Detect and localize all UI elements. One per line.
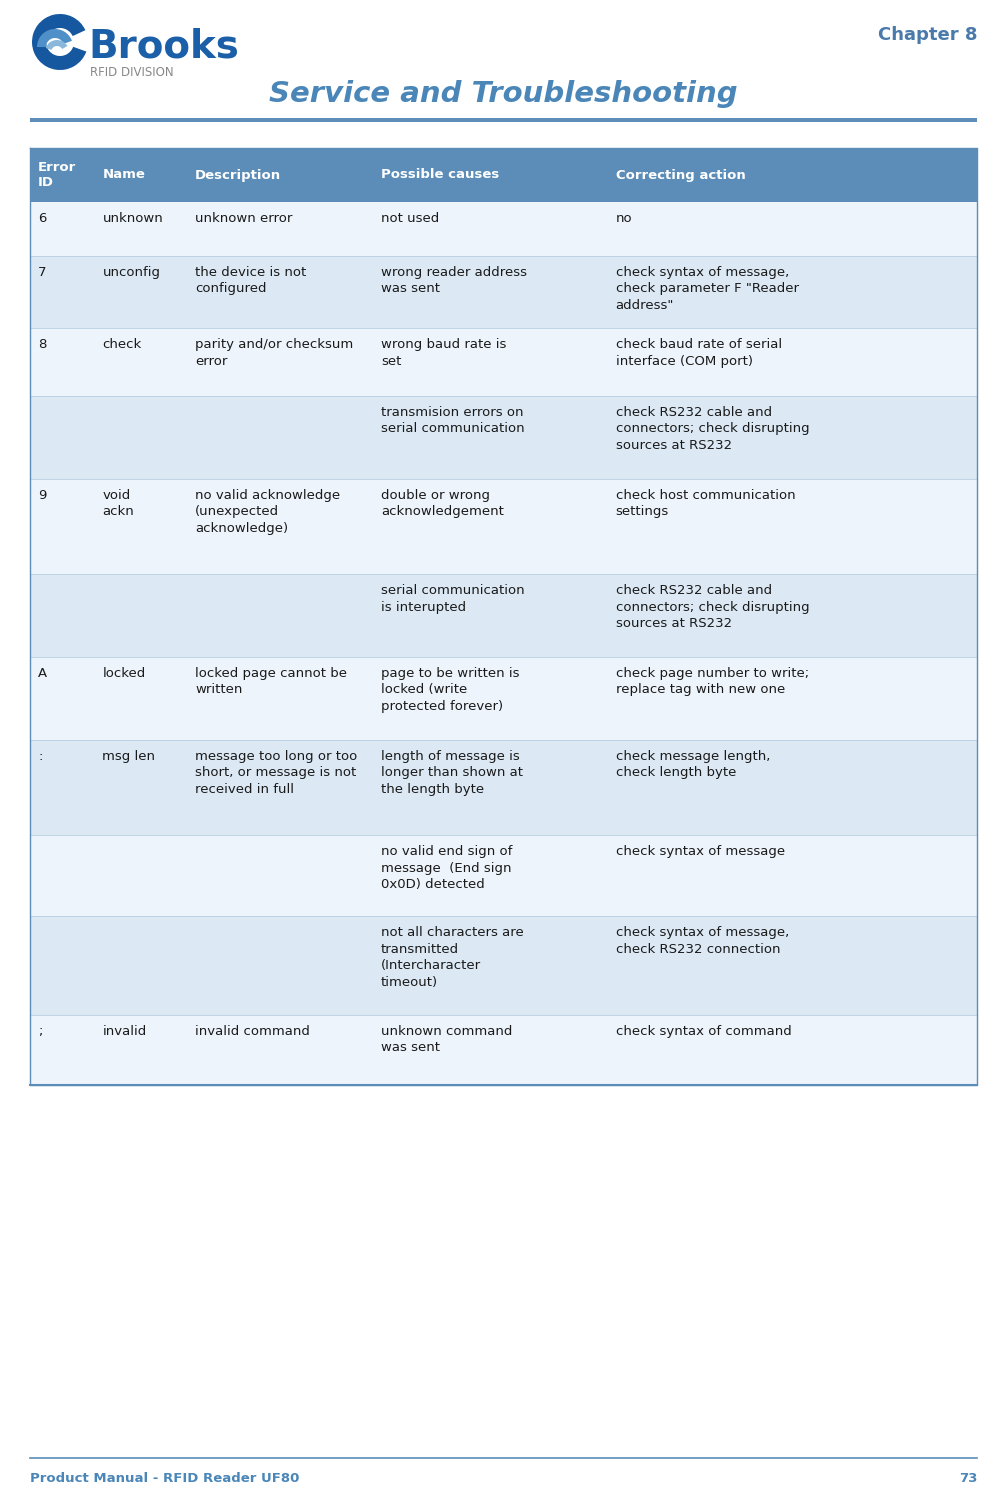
Text: no valid acknowledge
(unexpected
acknowledge): no valid acknowledge (unexpected acknowl… (195, 488, 340, 535)
Text: no valid end sign of
message  (End sign
0x0D) detected: no valid end sign of message (End sign 0… (381, 846, 513, 891)
Text: unknown error: unknown error (195, 212, 293, 225)
Text: not all characters are
transmitted
(Intercharacter
timeout): not all characters are transmitted (Inte… (381, 927, 524, 988)
Bar (30, 255, 977, 329)
Text: Service and Troubleshooting: Service and Troubleshooting (269, 80, 738, 108)
Wedge shape (37, 29, 71, 47)
Text: locked page cannot be
written: locked page cannot be written (195, 667, 347, 697)
Text: invalid command: invalid command (195, 1024, 310, 1038)
Text: unknown command
was sent: unknown command was sent (381, 1024, 513, 1054)
Text: invalid: invalid (103, 1024, 147, 1038)
Text: check syntax of command: check syntax of command (615, 1024, 792, 1038)
Text: length of message is
longer than shown at
the length byte: length of message is longer than shown a… (381, 749, 523, 796)
Bar (30, 201, 977, 255)
Text: serial communication
is interupted: serial communication is interupted (381, 584, 525, 613)
Text: wrong baud rate is
set: wrong baud rate is set (381, 338, 507, 368)
Bar (30, 329, 977, 397)
Text: locked: locked (103, 667, 146, 680)
Text: 6: 6 (38, 212, 46, 225)
Text: Chapter 8: Chapter 8 (877, 26, 977, 44)
Text: check page number to write;
replace tag with new one: check page number to write; replace tag … (615, 667, 809, 697)
Text: message too long or too
short, or message is not
received in full: message too long or too short, or messag… (195, 749, 357, 796)
Text: Product Manual - RFID Reader UF80: Product Manual - RFID Reader UF80 (30, 1472, 299, 1485)
Text: check message length,
check length byte: check message length, check length byte (615, 749, 770, 780)
Bar (30, 835, 977, 916)
Bar (30, 397, 977, 479)
Text: transmision errors on
serial communication: transmision errors on serial communicati… (381, 406, 525, 436)
Text: 73: 73 (959, 1472, 977, 1485)
Wedge shape (45, 41, 67, 50)
Text: page to be written is
locked (write
protected forever): page to be written is locked (write prot… (381, 667, 520, 713)
Bar (30, 656, 977, 740)
Text: parity and/or checksum
error: parity and/or checksum error (195, 338, 353, 368)
Text: Error
ID: Error ID (38, 161, 77, 189)
Text: wrong reader address
was sent: wrong reader address was sent (381, 266, 527, 296)
Text: unconfig: unconfig (103, 266, 160, 279)
Text: check syntax of message: check syntax of message (615, 846, 784, 858)
Text: check syntax of message,
check parameter F "Reader
address": check syntax of message, check parameter… (615, 266, 799, 312)
Bar (30, 574, 977, 656)
Text: Name: Name (103, 168, 145, 182)
Bar (30, 1014, 977, 1084)
Text: check syntax of message,
check RS232 connection: check syntax of message, check RS232 con… (615, 927, 788, 955)
Wedge shape (32, 14, 87, 71)
Text: double or wrong
acknowledgement: double or wrong acknowledgement (381, 488, 504, 518)
Text: Correcting action: Correcting action (615, 168, 745, 182)
Text: :: : (38, 749, 42, 763)
Text: 9: 9 (38, 488, 46, 502)
Text: no: no (615, 212, 632, 225)
Text: void
ackn: void ackn (103, 488, 134, 518)
Bar (30, 119, 977, 122)
Text: Description: Description (195, 168, 281, 182)
Bar (30, 740, 977, 835)
Bar (30, 479, 977, 574)
Text: Possible causes: Possible causes (381, 168, 499, 182)
Text: A: A (38, 667, 47, 680)
Text: msg len: msg len (103, 749, 155, 763)
Text: check baud rate of serial
interface (COM port): check baud rate of serial interface (COM… (615, 338, 781, 368)
Text: RFID DIVISION: RFID DIVISION (90, 66, 173, 80)
Bar (30, 916, 977, 1014)
Text: check RS232 cable and
connectors; check disrupting
sources at RS232: check RS232 cable and connectors; check … (615, 406, 810, 452)
Text: Brooks: Brooks (88, 29, 239, 66)
Text: check RS232 cable and
connectors; check disrupting
sources at RS232: check RS232 cable and connectors; check … (615, 584, 810, 629)
Text: 8: 8 (38, 338, 46, 351)
Text: check: check (103, 338, 142, 351)
Text: check host communication
settings: check host communication settings (615, 488, 796, 518)
Bar (30, 149, 977, 201)
Text: not used: not used (381, 212, 439, 225)
Text: the device is not
configured: the device is not configured (195, 266, 306, 296)
Text: ;: ; (38, 1024, 42, 1038)
Text: 7: 7 (38, 266, 46, 279)
Text: unknown: unknown (103, 212, 163, 225)
